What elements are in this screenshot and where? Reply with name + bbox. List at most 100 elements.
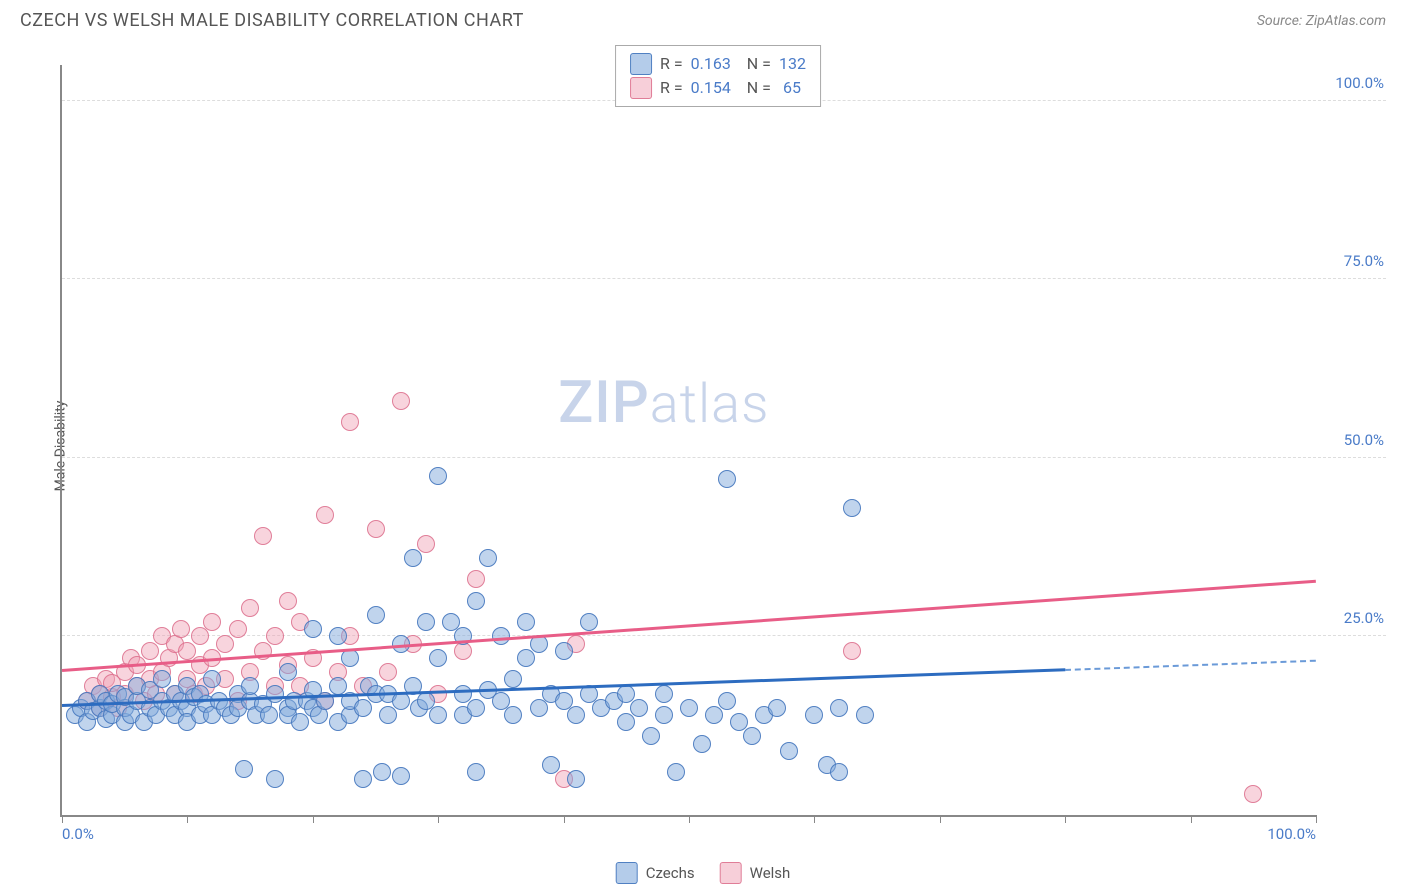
data-point [780, 742, 798, 760]
data-point [642, 727, 660, 745]
data-point [718, 692, 736, 710]
x-tick [1316, 815, 1317, 823]
data-point [805, 706, 823, 724]
data-point [241, 599, 259, 617]
scatter-plot: ZIPatlas 25.0%50.0%75.0%100.0%0.0%100.0% [60, 65, 1316, 817]
data-point [279, 663, 297, 681]
data-point [379, 663, 397, 681]
legend-item-czechs: Czechs [616, 862, 695, 884]
data-point [354, 770, 372, 788]
data-point [203, 613, 221, 631]
r-label: R = [660, 76, 683, 100]
watermark: ZIPatlas [558, 369, 769, 437]
data-point [216, 635, 234, 653]
data-point [467, 699, 485, 717]
data-point [504, 670, 522, 688]
chart-header: CZECH VS WELSH MALE DISABILITY CORRELATI… [0, 0, 1406, 36]
swatch-blue-icon [616, 862, 638, 884]
data-point [341, 649, 359, 667]
data-point [504, 706, 522, 724]
data-point [843, 499, 861, 517]
data-point [467, 763, 485, 781]
data-point [404, 549, 422, 567]
trend-line [1065, 659, 1316, 670]
data-point [329, 627, 347, 645]
data-point [392, 767, 410, 785]
x-tick [313, 815, 314, 823]
legend-label-czechs: Czechs [646, 864, 695, 882]
trend-line [62, 579, 1316, 671]
x-tick [564, 815, 565, 823]
swatch-blue-icon [630, 53, 652, 75]
grid-line [62, 635, 1386, 636]
x-tick-label: 0.0% [62, 825, 94, 843]
data-point [517, 649, 535, 667]
grid-line [62, 457, 1386, 458]
data-point [555, 642, 573, 660]
y-tick-label: 100.0% [1335, 74, 1384, 92]
data-point [830, 763, 848, 781]
data-point [542, 756, 560, 774]
n-label: N = [739, 76, 771, 100]
data-point [254, 527, 272, 545]
x-tick [187, 815, 188, 823]
legend-row-welsh: R = 0.154 N = 65 [630, 76, 806, 100]
y-tick-label: 25.0% [1344, 609, 1384, 627]
r-value-czechs: 0.163 [691, 52, 731, 76]
data-point [467, 570, 485, 588]
data-point [530, 699, 548, 717]
data-point [141, 642, 159, 660]
data-point [429, 706, 447, 724]
data-point [304, 620, 322, 638]
x-tick [62, 815, 63, 823]
n-label: N = [739, 52, 771, 76]
data-point [291, 713, 309, 731]
data-point [517, 613, 535, 631]
data-point [417, 535, 435, 553]
swatch-pink-icon [630, 77, 652, 99]
legend-row-czechs: R = 0.163 N = 132 [630, 52, 806, 76]
data-point [203, 670, 221, 688]
y-tick-label: 75.0% [1344, 252, 1384, 270]
x-tick [814, 815, 815, 823]
data-point [392, 392, 410, 410]
n-value-czechs: 132 [779, 52, 806, 76]
chart-title: CZECH VS WELSH MALE DISABILITY CORRELATI… [20, 10, 524, 31]
x-tick [1065, 815, 1066, 823]
data-point [235, 760, 253, 778]
data-point [830, 699, 848, 717]
data-point [429, 649, 447, 667]
data-point [229, 620, 247, 638]
data-point [260, 706, 278, 724]
data-point [479, 549, 497, 567]
data-point [856, 706, 874, 724]
data-point [617, 713, 635, 731]
data-point [417, 613, 435, 631]
data-point [373, 763, 391, 781]
watermark-bold: ZIP [558, 369, 649, 437]
data-point [191, 627, 209, 645]
data-point [1244, 785, 1262, 803]
data-point [768, 699, 786, 717]
data-point [266, 770, 284, 788]
data-point [429, 467, 447, 485]
n-value-welsh: 65 [779, 76, 801, 100]
data-point [354, 699, 372, 717]
data-point [705, 706, 723, 724]
data-point [341, 413, 359, 431]
data-point [467, 592, 485, 610]
watermark-light: atlas [650, 373, 770, 436]
data-point [680, 699, 698, 717]
data-point [655, 685, 673, 703]
data-point [655, 706, 673, 724]
correlation-legend: R = 0.163 N = 132 R = 0.154 N = 65 [615, 45, 821, 107]
series-legend: Czechs Welsh [616, 862, 791, 884]
data-point [241, 677, 259, 695]
x-tick [940, 815, 941, 823]
x-tick [438, 815, 439, 823]
data-point [367, 520, 385, 538]
data-point [580, 613, 598, 631]
data-point [266, 627, 284, 645]
swatch-pink-icon [720, 862, 742, 884]
data-point [630, 699, 648, 717]
